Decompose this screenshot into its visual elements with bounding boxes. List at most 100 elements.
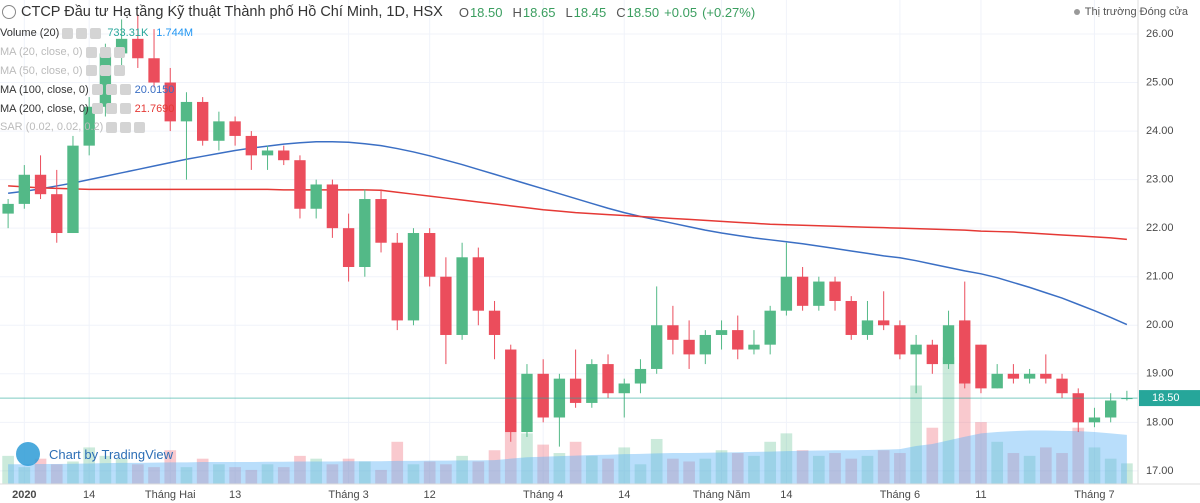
volume-bar xyxy=(910,385,922,484)
indicator-name: SAR (0.02, 0.02, 0.2) xyxy=(0,121,104,134)
candle-body xyxy=(67,145,79,234)
ohlc-value: 18.65 xyxy=(522,4,556,20)
candle-body xyxy=(213,121,225,141)
candle-body xyxy=(326,184,339,229)
volume-bar xyxy=(131,464,144,484)
candle-body xyxy=(569,378,582,403)
volume-bar xyxy=(342,458,355,484)
attribution[interactable]: Chart by TradingView xyxy=(16,442,173,466)
volume-bar xyxy=(618,447,631,484)
row-icon xyxy=(105,84,117,96)
volume-bar xyxy=(942,357,955,484)
candle-body xyxy=(618,383,630,394)
volume-bar xyxy=(472,461,485,484)
candle-body xyxy=(2,203,14,214)
candle-body xyxy=(456,257,468,335)
volume-bar xyxy=(812,455,825,484)
volume-bar xyxy=(585,455,598,484)
candle-body xyxy=(115,38,128,54)
candle-body xyxy=(732,330,744,350)
candle-body xyxy=(310,184,322,209)
candle-body xyxy=(602,364,614,394)
candles xyxy=(0,14,1138,447)
change-value: (+0.27%) xyxy=(702,4,756,20)
volume-bar xyxy=(553,453,566,484)
volume-bar xyxy=(521,433,533,484)
candle-body xyxy=(342,228,355,268)
attribution-text: Chart by TradingView xyxy=(49,446,174,462)
row-icon xyxy=(105,103,117,115)
candle-body xyxy=(764,310,776,345)
volume-bar xyxy=(715,450,728,484)
row-icon xyxy=(90,27,102,39)
candle-body xyxy=(1072,393,1084,423)
volume-bar xyxy=(358,461,371,484)
volume-bar xyxy=(1039,447,1052,484)
candle-body xyxy=(683,339,695,355)
indicator-value: 21.7690 xyxy=(134,102,175,115)
candle-body xyxy=(910,344,922,355)
candle-body xyxy=(99,53,112,107)
row-icon xyxy=(99,46,111,58)
legend: CTCP Đầu tư Hạ tầng Kỹ thuật Thành phố H… xyxy=(0,0,755,137)
volume-bar xyxy=(375,469,387,484)
volume-bar xyxy=(650,438,663,484)
volume-bar xyxy=(975,422,987,484)
y-tick-label: 23.00 xyxy=(1146,174,1174,186)
y-tick-label: 25.00 xyxy=(1146,76,1174,88)
volume-bar xyxy=(34,458,47,484)
legend-row: MA (200, close, 0) 21.7690 xyxy=(0,99,755,118)
candle-body xyxy=(959,320,971,384)
volume-bar xyxy=(829,453,841,484)
row-icon xyxy=(76,27,88,39)
candle-body xyxy=(34,174,47,195)
candle-body xyxy=(780,276,793,311)
ohlc-value: 18.50 xyxy=(469,4,503,20)
candle-body xyxy=(51,194,63,234)
indicator-name: Volume (20) xyxy=(0,27,60,40)
row-icon xyxy=(113,46,125,58)
volume-bar xyxy=(780,433,793,484)
legend-row: MA (50, close, 0) xyxy=(0,62,755,81)
candle-body xyxy=(245,135,257,156)
indicator-name: MA (20, close, 0) xyxy=(0,46,83,59)
candle-body xyxy=(294,160,306,209)
ohlc-key: L xyxy=(565,4,573,20)
candle-body xyxy=(1088,417,1101,423)
volume-bar xyxy=(50,464,63,484)
candle-body xyxy=(1040,373,1052,379)
ohlc-key: C xyxy=(616,4,626,20)
candle-body xyxy=(975,344,987,389)
ma-lines xyxy=(8,141,1128,326)
candle-body xyxy=(1105,400,1117,418)
candle-body xyxy=(261,150,274,156)
volume-bar xyxy=(683,461,695,484)
volume-bar xyxy=(326,464,339,484)
volume-bar xyxy=(440,464,452,484)
candle-body xyxy=(1023,373,1036,379)
volume-bar xyxy=(180,467,193,484)
volume-bar xyxy=(407,464,420,484)
candle-body xyxy=(359,199,371,268)
volume-bar xyxy=(667,458,679,484)
volume-bar xyxy=(164,450,177,484)
y-tick-label: 18.00 xyxy=(1146,416,1174,428)
volume-bar xyxy=(1088,447,1101,484)
volume-value: 733.31K xyxy=(107,27,149,40)
candle-body xyxy=(942,325,955,365)
legend-header: CTCP Đầu tư Hạ tầng Kỹ thuật Thành phố H… xyxy=(0,0,755,24)
ohlc-key: H xyxy=(512,4,522,20)
indicator-name: MA (200, close, 0) xyxy=(0,102,89,115)
x-tick-label: 11 xyxy=(975,489,986,501)
y-tick-label: 26.00 xyxy=(1146,28,1174,40)
ohlc-value: 18.45 xyxy=(573,4,607,20)
legend-row: Volume (20) 733.31K 1.744M xyxy=(0,24,755,43)
volume-bar xyxy=(245,469,258,484)
x-tick-label: 2020 xyxy=(12,489,36,501)
volume-bar xyxy=(926,427,939,484)
candle-body xyxy=(845,300,857,335)
candle-body xyxy=(424,233,436,277)
